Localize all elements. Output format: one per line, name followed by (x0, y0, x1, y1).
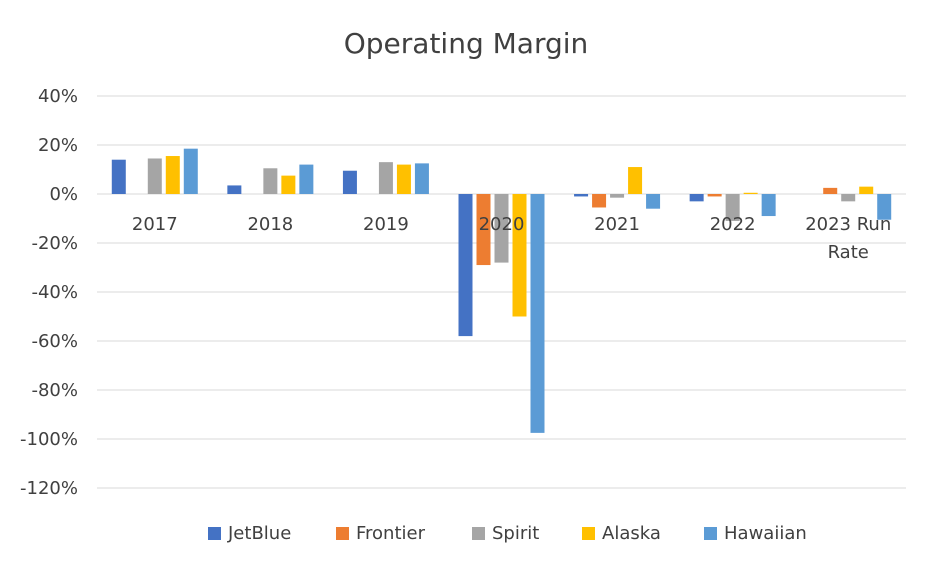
bar-hawaiian-1 (299, 164, 314, 194)
bar-jetblue-1 (227, 185, 242, 194)
bar-alaska-6 (859, 186, 874, 194)
bar-alaska-3 (512, 194, 527, 317)
bar-alaska-4 (628, 167, 643, 194)
bar-spirit-0 (147, 158, 162, 194)
bar-frontier-4 (592, 194, 607, 208)
y-tick-label: -120% (20, 478, 78, 499)
bar-spirit-4 (610, 194, 625, 198)
category-label: 2017 (132, 214, 178, 235)
bar-hawaiian-2 (414, 163, 429, 194)
category-label: 2023 Run Rate (805, 214, 891, 263)
y-tick-label: -40% (31, 282, 78, 303)
bar-spirit-5 (725, 194, 740, 221)
chart-title: Operating Margin (344, 27, 589, 60)
y-tick-label: -80% (31, 380, 78, 401)
bar-alaska-5 (743, 192, 758, 194)
legend-label-jetblue: JetBlue (227, 523, 291, 544)
bar-alaska-0 (165, 156, 180, 194)
legend-label-alaska: Alaska (602, 523, 661, 544)
legend-swatch-spirit (472, 527, 485, 540)
category-label: 2018 (247, 214, 293, 235)
category-label: 2022 (710, 214, 756, 235)
bar-alaska-2 (396, 164, 411, 194)
category-label: 2019 (363, 214, 409, 235)
y-tick-label: -20% (31, 233, 78, 254)
legend-swatch-jetblue (208, 527, 221, 540)
bar-frontier-5 (707, 194, 722, 197)
legend-swatch-frontier (336, 527, 349, 540)
bars (111, 148, 892, 433)
legend-label-frontier: Frontier (356, 523, 426, 544)
bar-spirit-6 (841, 194, 856, 202)
bar-hawaiian-0 (183, 148, 198, 194)
category-labels: 2017 2018 2019 2020 2021 2022 2023 Run Rate (132, 214, 891, 263)
bar-jetblue-4 (574, 194, 589, 197)
bar-alaska-1 (281, 175, 296, 194)
bar-frontier-6 (823, 187, 838, 194)
y-axis-ticks: 40% 20% 0% -20% -40% -60% -80% -100% -120% (20, 86, 78, 499)
legend-label-hawaiian: Hawaiian (724, 523, 807, 544)
y-tick-label: 40% (38, 86, 78, 107)
bar-frontier-3 (476, 194, 491, 266)
legend: JetBlue Frontier Spirit Alaska Hawaiian (208, 523, 807, 544)
bar-jetblue-3 (458, 194, 473, 337)
category-label: 2021 (594, 214, 640, 235)
y-tick-label: -60% (31, 331, 78, 352)
bar-spirit-3 (494, 194, 509, 263)
y-tick-label: -100% (20, 429, 78, 450)
bar-jetblue-2 (342, 170, 357, 194)
bar-spirit-1 (263, 168, 278, 194)
gridlines (97, 95, 906, 489)
bar-spirit-2 (378, 162, 393, 194)
legend-swatch-alaska (582, 527, 595, 540)
legend-swatch-hawaiian (704, 527, 717, 540)
bar-hawaiian-4 (646, 194, 661, 209)
y-tick-label: 0% (49, 184, 78, 205)
bar-jetblue-5 (689, 194, 704, 202)
category-label: 2020 (479, 214, 525, 235)
y-tick-label: 20% (38, 135, 78, 156)
bar-hawaiian-3 (530, 194, 545, 433)
bar-jetblue-0 (111, 159, 126, 194)
bar-hawaiian-6 (877, 194, 892, 220)
bar-hawaiian-5 (761, 194, 776, 217)
legend-label-spirit: Spirit (492, 523, 539, 544)
